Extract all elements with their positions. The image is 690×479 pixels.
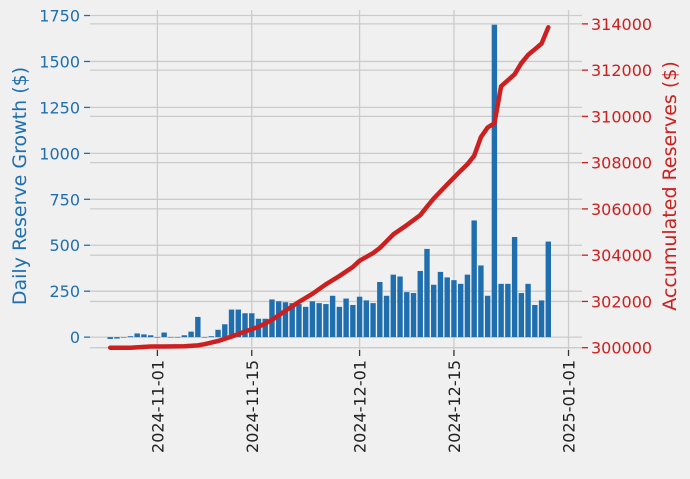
bar xyxy=(107,337,113,339)
bar xyxy=(323,304,329,338)
bar xyxy=(451,280,457,338)
bar xyxy=(134,333,140,338)
y-tick-label: 0 xyxy=(70,328,80,347)
bar xyxy=(431,284,437,338)
bar xyxy=(545,241,551,338)
bar xyxy=(444,277,450,338)
y2-axis-label: Accumulated Reserves ($) xyxy=(659,61,681,311)
bar xyxy=(302,306,309,338)
bar xyxy=(282,302,289,338)
bar xyxy=(350,304,356,338)
bar xyxy=(383,295,390,338)
bar xyxy=(484,295,491,338)
bars-series xyxy=(107,24,551,339)
bar xyxy=(491,24,498,338)
bar xyxy=(518,293,525,338)
bar xyxy=(228,309,235,338)
y-axis-label: Daily Reserve Growth ($) xyxy=(9,67,31,305)
y2-tick-label: 300000 xyxy=(591,339,652,358)
bar xyxy=(525,283,531,338)
y-axis-ticks: 0 250 500 750 1000 1250 1500 1750 xyxy=(39,7,90,347)
bar xyxy=(242,313,248,338)
y2-tick-label: 308000 xyxy=(591,154,652,173)
bar xyxy=(437,271,444,338)
bar xyxy=(289,303,295,338)
bar xyxy=(154,337,161,338)
bar xyxy=(329,295,336,338)
x-tick-label: 2024-11-15 xyxy=(243,360,262,453)
bar xyxy=(174,337,181,338)
y-tick-label: 1000 xyxy=(39,144,80,163)
x-tick-label: 2025-01-01 xyxy=(560,360,579,453)
bar xyxy=(249,313,255,338)
bar xyxy=(464,274,471,338)
bar xyxy=(356,296,363,338)
bar xyxy=(404,292,410,338)
y2-tick-label: 314000 xyxy=(591,15,652,34)
bar xyxy=(127,336,134,338)
y2-axis-ticks: 300000 302000 304000 306000 308000 310000 3120… xyxy=(582,15,652,358)
y-tick-label: 750 xyxy=(49,190,80,209)
y2-tick-label: 304000 xyxy=(591,246,652,265)
bar xyxy=(114,337,120,339)
bar xyxy=(161,332,167,338)
bar xyxy=(397,276,403,338)
x-tick-label: 2024-11-01 xyxy=(148,360,167,453)
bar xyxy=(309,301,316,338)
bar xyxy=(141,334,147,338)
bar xyxy=(296,304,302,338)
bar xyxy=(235,309,241,338)
bar xyxy=(478,265,484,338)
bar xyxy=(370,303,376,338)
bar xyxy=(262,318,268,338)
bar xyxy=(424,248,430,338)
bar xyxy=(532,304,538,338)
y2-tick-label: 306000 xyxy=(591,200,652,219)
y-tick-label: 1250 xyxy=(39,98,80,117)
bar xyxy=(208,336,215,338)
bar xyxy=(417,270,423,338)
bar xyxy=(390,274,396,338)
y-tick-label: 1750 xyxy=(39,7,80,26)
bar xyxy=(121,337,127,338)
bar xyxy=(505,283,511,338)
bar xyxy=(215,329,221,338)
bar xyxy=(410,293,417,338)
y-tick-label: 500 xyxy=(49,236,80,255)
bar xyxy=(363,300,370,338)
bar xyxy=(511,236,518,338)
bar xyxy=(471,220,477,338)
accumulated-line xyxy=(107,25,551,350)
bar xyxy=(168,337,174,338)
y2-tick-label: 302000 xyxy=(591,292,652,311)
bar xyxy=(201,337,208,338)
bar xyxy=(457,283,464,338)
bar xyxy=(336,306,343,338)
bar xyxy=(276,301,282,338)
x-axis-ticks: 2024-11-01 2024-11-15 2024-12-01 2024-12-15… xyxy=(148,350,579,453)
y2-tick-label: 312000 xyxy=(591,61,652,80)
bar xyxy=(538,300,545,338)
bar xyxy=(316,303,322,338)
x-tick-label: 2024-12-15 xyxy=(445,360,464,453)
line-series xyxy=(107,25,551,350)
y-tick-label: 250 xyxy=(49,282,80,301)
bar xyxy=(343,298,349,338)
y-tick-label: 1500 xyxy=(39,52,80,71)
bar xyxy=(195,316,201,338)
bar xyxy=(377,282,383,338)
grid xyxy=(90,10,582,350)
x-tick-label: 2024-12-01 xyxy=(351,360,370,453)
bar xyxy=(181,335,188,338)
bar xyxy=(498,283,504,338)
y2-tick-label: 310000 xyxy=(591,107,652,126)
bar xyxy=(147,335,154,338)
bar xyxy=(188,331,194,338)
bar xyxy=(222,324,228,338)
